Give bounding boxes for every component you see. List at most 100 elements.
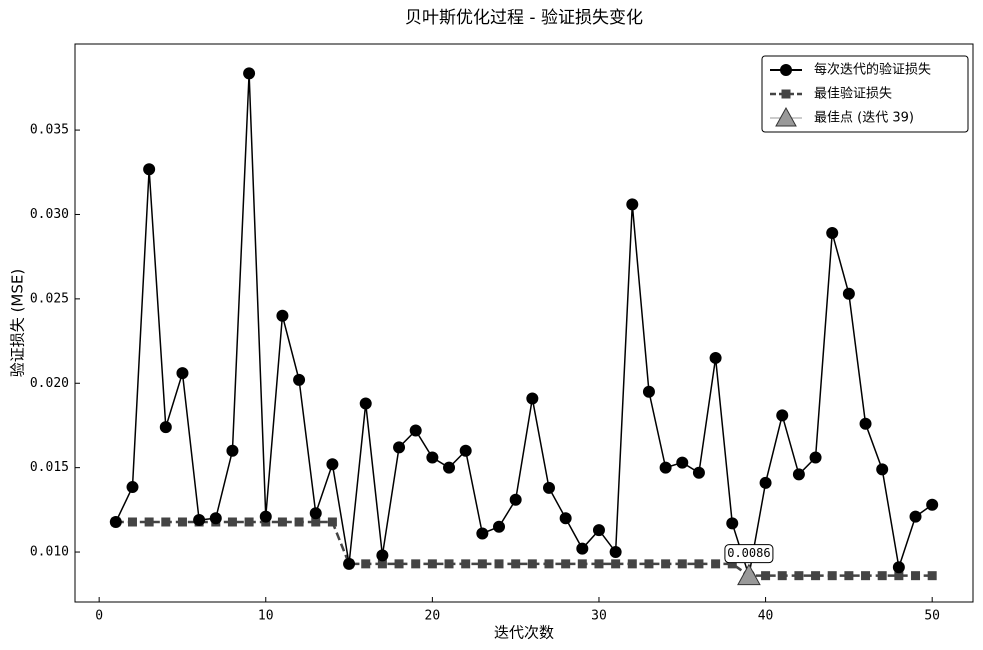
data-point: [177, 517, 187, 527]
data-point: [727, 559, 737, 569]
data-point: [426, 451, 439, 464]
data-point: [361, 559, 371, 569]
data-point: [559, 512, 572, 525]
x-axis-label: 迭代次数: [494, 624, 554, 642]
data-point: [144, 517, 154, 527]
best-point: [737, 563, 761, 586]
legend-label: 每次迭代的验证损失: [814, 62, 931, 78]
data-point: [459, 444, 472, 457]
data-point: [826, 227, 839, 240]
y-tick-label: 0.010: [30, 545, 69, 560]
data-point: [809, 451, 822, 464]
data-point: [777, 571, 787, 581]
data-point: [726, 517, 739, 530]
data-point: [592, 524, 605, 537]
data-point: [377, 559, 387, 569]
data-point: [661, 559, 671, 569]
data-point: [276, 309, 289, 322]
data-point: [694, 559, 704, 569]
data-point: [427, 559, 437, 569]
data-point: [861, 571, 871, 581]
data-point: [526, 392, 539, 405]
data-point: [759, 476, 772, 489]
data-point: [343, 557, 356, 570]
data-point: [709, 351, 722, 364]
plot-frame: [74, 43, 974, 603]
data-point: [594, 559, 604, 569]
data-point: [393, 441, 406, 454]
x-tick-label: 0: [95, 609, 103, 624]
data-point: [444, 559, 454, 569]
x-tick-label: 10: [258, 609, 274, 624]
data-point: [644, 559, 654, 569]
data-point: [376, 549, 389, 562]
legend-label: 最佳点 (迭代 39): [814, 111, 914, 126]
data-point: [611, 559, 621, 569]
data-point: [293, 373, 306, 386]
x-tick-label: 20: [425, 609, 441, 624]
data-point: [326, 458, 339, 471]
legend-label: 最佳验证损失: [814, 86, 892, 102]
data-point: [527, 559, 537, 569]
data-point: [792, 468, 805, 481]
data-point: [244, 517, 254, 527]
data-point: [309, 507, 322, 520]
data-point: [227, 517, 237, 527]
data-point: [892, 561, 905, 574]
y-tick-label: 0.030: [30, 207, 69, 222]
data-point: [409, 424, 422, 437]
data-point: [877, 571, 887, 581]
data-point: [761, 571, 771, 581]
y-axis-label: 验证损失 (MSE): [9, 269, 27, 377]
data-point: [176, 367, 189, 380]
data-point: [627, 559, 637, 569]
data-point: [626, 198, 639, 211]
data-point: [842, 287, 855, 300]
data-point: [711, 559, 721, 569]
data-point: [209, 512, 222, 525]
y-tick-label: 0.025: [30, 291, 69, 306]
data-point: [277, 517, 287, 527]
data-point: [827, 571, 837, 581]
y-tick-label: 0.015: [30, 460, 69, 475]
series-line: [115, 520, 933, 577]
data-point: [394, 559, 404, 569]
data-point: [692, 466, 705, 479]
data-point: [776, 409, 789, 422]
legend-box: [761, 55, 969, 133]
data-point: [894, 571, 904, 581]
data-point: [259, 510, 272, 523]
legend-marker: [775, 106, 797, 127]
data-point: [642, 385, 655, 398]
data-point: [509, 493, 522, 506]
data-point: [561, 559, 571, 569]
data-point: [876, 463, 889, 476]
data-point: [161, 517, 171, 527]
data-point: [811, 571, 821, 581]
data-point: [127, 517, 137, 527]
data-point: [576, 542, 589, 555]
data-point: [143, 163, 156, 176]
data-point: [926, 498, 939, 511]
data-point: [193, 513, 206, 526]
data-point: [544, 559, 554, 569]
data-point: [511, 559, 521, 569]
data-point: [359, 397, 372, 410]
x-tick-label: 50: [924, 609, 940, 624]
data-point: [676, 456, 689, 469]
chart-title: 贝叶斯优化过程 - 验证损失变化: [405, 8, 643, 28]
data-point: [911, 571, 921, 581]
data-point: [226, 444, 239, 457]
data-point: [659, 461, 672, 474]
data-point: [909, 510, 922, 523]
data-point: [542, 481, 555, 494]
data-point: [844, 571, 854, 581]
x-tick-label: 40: [758, 609, 774, 624]
data-point: [477, 559, 487, 569]
data-point: [493, 520, 506, 533]
legend-marker: [781, 89, 791, 99]
data-point: [327, 517, 337, 527]
annotation-box: [724, 544, 774, 564]
data-point: [859, 417, 872, 430]
